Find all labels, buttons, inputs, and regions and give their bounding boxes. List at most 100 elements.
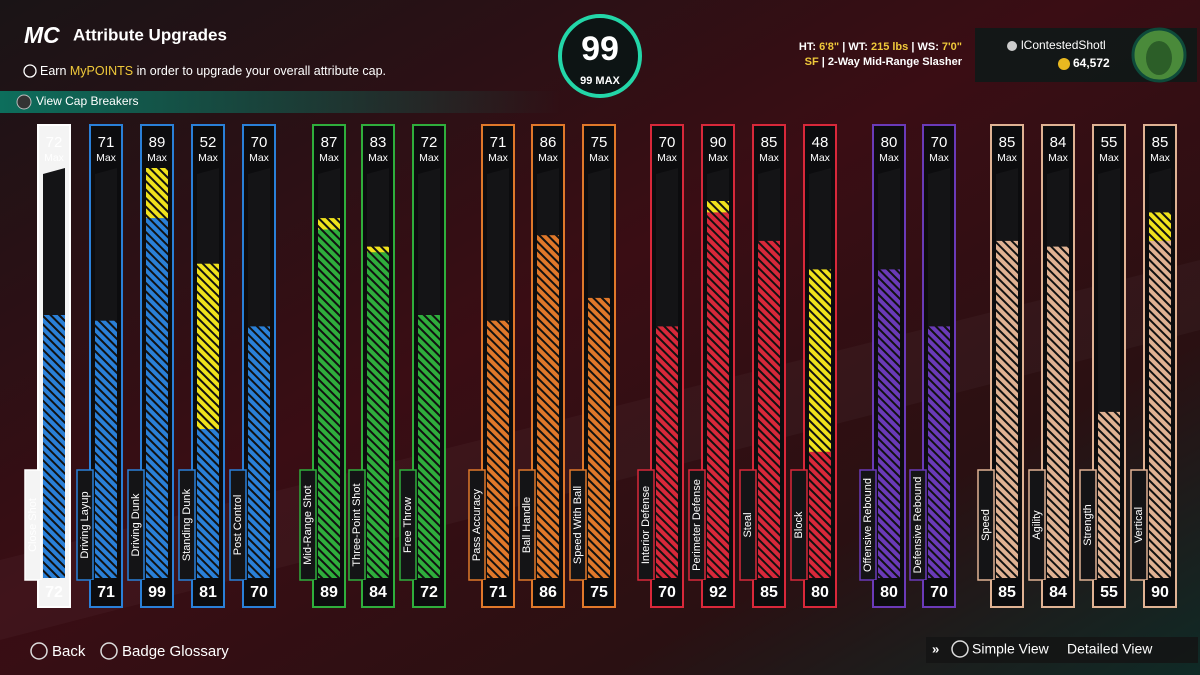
simple-view[interactable]: Simple View [972,641,1050,657]
cap-breakers-strip[interactable] [0,91,560,113]
label: WS: [917,41,938,53]
attribute-value: 55 [1100,584,1118,601]
max-label: Max [538,152,559,164]
glossary-button[interactable]: Badge Glossary [122,643,229,660]
max-value: 70 [251,134,268,151]
max-value: 85 [999,134,1016,151]
upgrade-fill [707,201,729,213]
attribute-value: 90 [1151,584,1169,601]
base-fill [318,229,340,578]
base-fill [95,320,117,578]
max-value: 89 [149,134,166,151]
label-tab [790,469,808,581]
detailed-view[interactable]: Detailed View [1067,641,1153,657]
button-icon [100,642,118,660]
attribute-value: 70 [930,584,948,601]
label-tab [909,469,927,581]
max-label: Max [96,152,117,164]
value-box [314,580,344,606]
max-label: Max [759,152,780,164]
button-icon [30,642,48,660]
vc-balance: 64,572 [1073,56,1110,70]
attribute-name: Driving Layup [79,491,91,558]
attribute-name: Close Shot [27,498,39,552]
label-tab [637,469,655,581]
max-label: Max [419,152,440,164]
base-fill [809,451,831,578]
label: HT: [799,41,816,53]
attribute-value: 84 [1049,584,1067,601]
value-box [91,580,121,606]
attribute-value: 70 [250,584,268,601]
value-box [754,580,784,606]
attribute-value: 81 [199,584,217,601]
cap-breakers[interactable]: View Cap Breakers [36,94,139,108]
attribute-value: 99 [148,584,166,601]
separator: | [842,41,845,53]
separator: | [822,56,825,68]
hint-text: Earn [40,64,70,78]
label-tab [1028,469,1046,581]
max-label: Max [488,152,509,164]
max-value: 72 [421,134,438,151]
base-fill [197,429,219,578]
value-box [363,580,393,606]
label-tab [127,469,145,581]
attribute-name: Defensive Rebound [912,477,924,574]
attribute-name: Interior Defense [640,486,652,564]
value-box [1094,580,1124,606]
value-box [533,580,563,606]
attribute-name: Ball Handle [521,497,533,553]
base-fill [1149,240,1171,578]
label-tab [739,469,757,581]
attribute-value: 89 [320,584,338,601]
value-box [1145,580,1175,606]
label-tab [569,469,587,581]
player-measurements: HT: 6'8" | WT: 215 lbs | WS: 7'0" [799,41,962,53]
max-label: Max [368,152,389,164]
label: WT: [848,41,868,53]
upgrade-fill [318,218,340,230]
label-tab [348,469,366,581]
upgrade-fill [146,168,168,219]
max-label: Max [657,152,678,164]
label-tab [859,469,877,581]
value-box [584,580,614,606]
attribute-name: Steal [742,512,754,537]
avatar-face [1146,41,1172,75]
max-label: Max [997,152,1018,164]
label-tab [299,469,317,581]
weight: 215 lbs [871,41,908,53]
label-tab [229,469,247,581]
label-tab [977,469,995,581]
max-value: 48 [812,134,829,151]
attribute-name: Mid-Range Shot [302,485,314,565]
max-value: 75 [591,134,608,151]
value-box [414,580,444,606]
max-value: 86 [540,134,557,151]
value-box [703,580,733,606]
attribute-name: Free Throw [402,497,414,553]
max-value: 84 [1050,134,1067,151]
attribute-name: Offensive Rebound [862,478,874,572]
max-value: 71 [98,134,115,151]
attribute-value: 72 [45,584,63,601]
base-fill [418,315,440,578]
attribute-value: 71 [97,584,115,601]
hint-highlight: MyPOINTS [70,64,133,78]
info-icon [23,64,37,78]
platform-icon [1007,41,1017,51]
max-value: 85 [1152,134,1169,151]
base-fill [656,326,678,578]
value-box [483,580,513,606]
max-value: 87 [321,134,338,151]
wingspan: 7'0" [942,41,962,53]
base-fill [758,240,780,578]
height: 6'8" [819,41,839,53]
back-button[interactable]: Back [52,643,86,660]
hint: Earn MyPOINTS in order to upgrade your o… [40,64,386,78]
position: SF [805,56,819,68]
upgrade-fill [809,269,831,452]
max-value: 83 [370,134,387,151]
upgrade-fill [367,246,389,253]
